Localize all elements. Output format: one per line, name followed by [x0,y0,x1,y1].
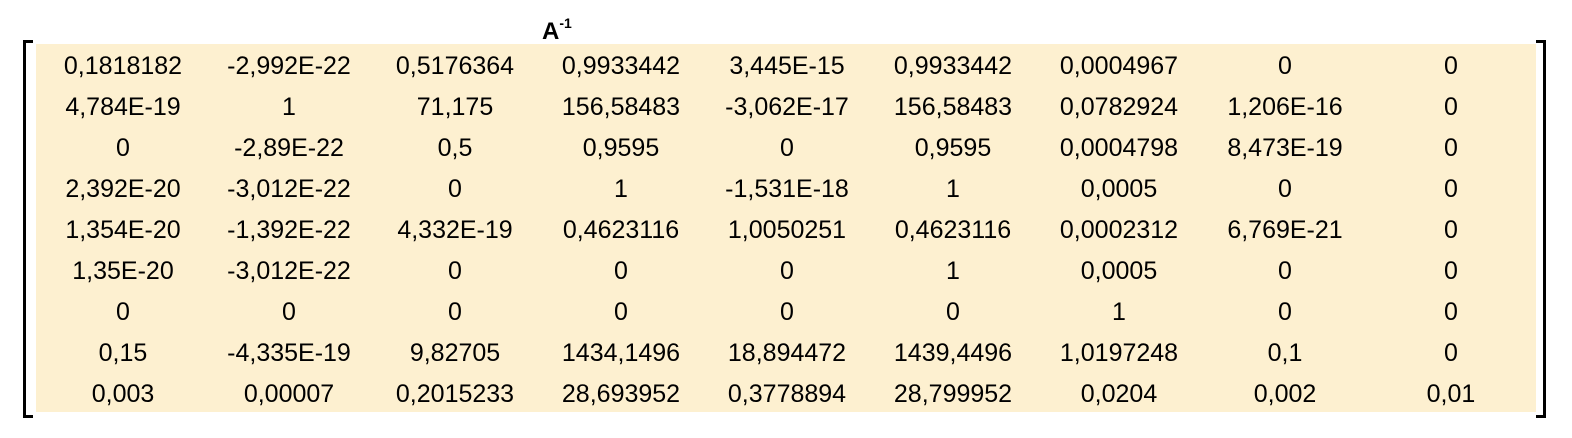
matrix-cell: 0 [448,298,462,326]
matrix-cell: 0 [282,298,296,326]
matrix-cell: 28,693952 [561,380,681,408]
matrix-cell: 0 [1278,175,1292,203]
matrix-cell: 0,0004798 [1059,134,1179,162]
matrix-title-superscript: -1 [559,15,572,31]
matrix-cell: -3,012E-22 [227,257,351,285]
matrix-cell: 0 [1444,52,1458,80]
matrix-cell: 0,00007 [243,380,335,408]
matrix-cell: 0,1818182 [63,52,183,80]
matrix-cell: 0 [116,134,130,162]
matrix-cell: 0,0005 [1080,175,1158,203]
matrix-cell: 0,3778894 [727,380,847,408]
matrix-cell: 0,0005 [1080,257,1158,285]
matrix-cell: 0 [116,298,130,326]
matrix-title: A-1 [542,10,572,47]
matrix-cell: 1434,1496 [561,339,681,367]
matrix-cell: 4,332E-19 [397,216,513,244]
matrix-cell: 156,58483 [893,93,1013,121]
matrix-cell: 0,5 [437,134,473,162]
matrix-cell: 1 [1112,298,1126,326]
matrix-cell: 0,003 [91,380,155,408]
matrix-cell: 1,0050251 [727,216,847,244]
matrix-cell: 2,392E-20 [65,175,181,203]
matrix-cell: 0,15 [98,339,148,367]
matrix-cell: 0 [780,134,794,162]
matrix-cell: 0,0782924 [1059,93,1179,121]
matrix-background [36,44,1536,412]
matrix-cell: 0,0204 [1080,380,1158,408]
matrix-cell: -3,012E-22 [227,175,351,203]
matrix-cell: 0 [780,298,794,326]
matrix-cell: 1 [946,257,960,285]
matrix-cell: 0 [614,298,628,326]
matrix-cell: 1 [282,93,296,121]
matrix-cell: 0,2015233 [395,380,515,408]
matrix-cell: 0 [1278,257,1292,285]
matrix-cell: 0 [946,298,960,326]
matrix-cell: 0,9595 [914,134,992,162]
matrix-cell: -1,531E-18 [725,175,849,203]
matrix-cell: 0,1 [1267,339,1303,367]
inverse-matrix: 0,1818182 -2,992E-22 0,5176364 0,9933442 3,4… [40,46,1534,415]
matrix-cell: 0 [1444,216,1458,244]
matrix-cell: 1 [614,175,628,203]
matrix-cell: 8,473E-19 [1227,134,1343,162]
matrix-title-base: A [542,18,560,45]
matrix-cell: 0 [1444,175,1458,203]
matrix-cell: 0,9933442 [893,52,1013,80]
matrix-cell: 1,354E-20 [65,216,181,244]
matrix-cell: 0 [1444,339,1458,367]
matrix-cell: 0,9933442 [561,52,681,80]
matrix-cell: 1,0197248 [1059,339,1179,367]
matrix-cell: 9,82705 [409,339,501,367]
matrix-cell: 0 [1444,134,1458,162]
matrix-cell: 0 [1444,298,1458,326]
matrix-cell: 1 [946,175,960,203]
matrix-cell: 0 [1444,93,1458,121]
matrix-cell: 0 [448,175,462,203]
matrix-cell: 0 [614,257,628,285]
matrix-cell: 0,0004967 [1059,52,1179,80]
matrix-cell: 4,784E-19 [65,93,181,121]
matrix-cell: -3,062E-17 [725,93,849,121]
matrix-cell: -1,392E-22 [227,216,351,244]
matrix-cell: 71,175 [416,93,494,121]
right-bracket [1536,40,1546,418]
matrix-cell: 28,799952 [893,380,1013,408]
matrix-cell: -2,89E-22 [234,134,344,162]
matrix-cell: 0,01 [1426,380,1476,408]
matrix-cell: 156,58483 [561,93,681,121]
matrix-cell: -4,335E-19 [227,339,351,367]
matrix-cell: 0,002 [1253,380,1317,408]
matrix-cell: 18,894472 [727,339,847,367]
matrix-cell: 1,35E-20 [72,257,174,285]
matrix-cell: 0 [1444,257,1458,285]
matrix-cell: 0,4623116 [894,216,1012,244]
matrix-cell: 0,4623116 [562,216,680,244]
matrix-cell: 0 [1278,52,1292,80]
matrix-cell: 0,5176364 [395,52,515,80]
matrix-cell: 1,206E-16 [1227,93,1343,121]
matrix-cell: 0 [1278,298,1292,326]
matrix-cell: 0 [448,257,462,285]
matrix-cell: -2,992E-22 [227,52,351,80]
matrix-cell: 6,769E-21 [1227,216,1343,244]
left-bracket [23,40,33,418]
matrix-cell: 1439,4496 [893,339,1013,367]
matrix-cell: 0 [780,257,794,285]
matrix-cell: 3,445E-15 [729,52,845,80]
matrix-cell: 0,9595 [582,134,660,162]
matrix-cell: 0,0002312 [1059,216,1179,244]
